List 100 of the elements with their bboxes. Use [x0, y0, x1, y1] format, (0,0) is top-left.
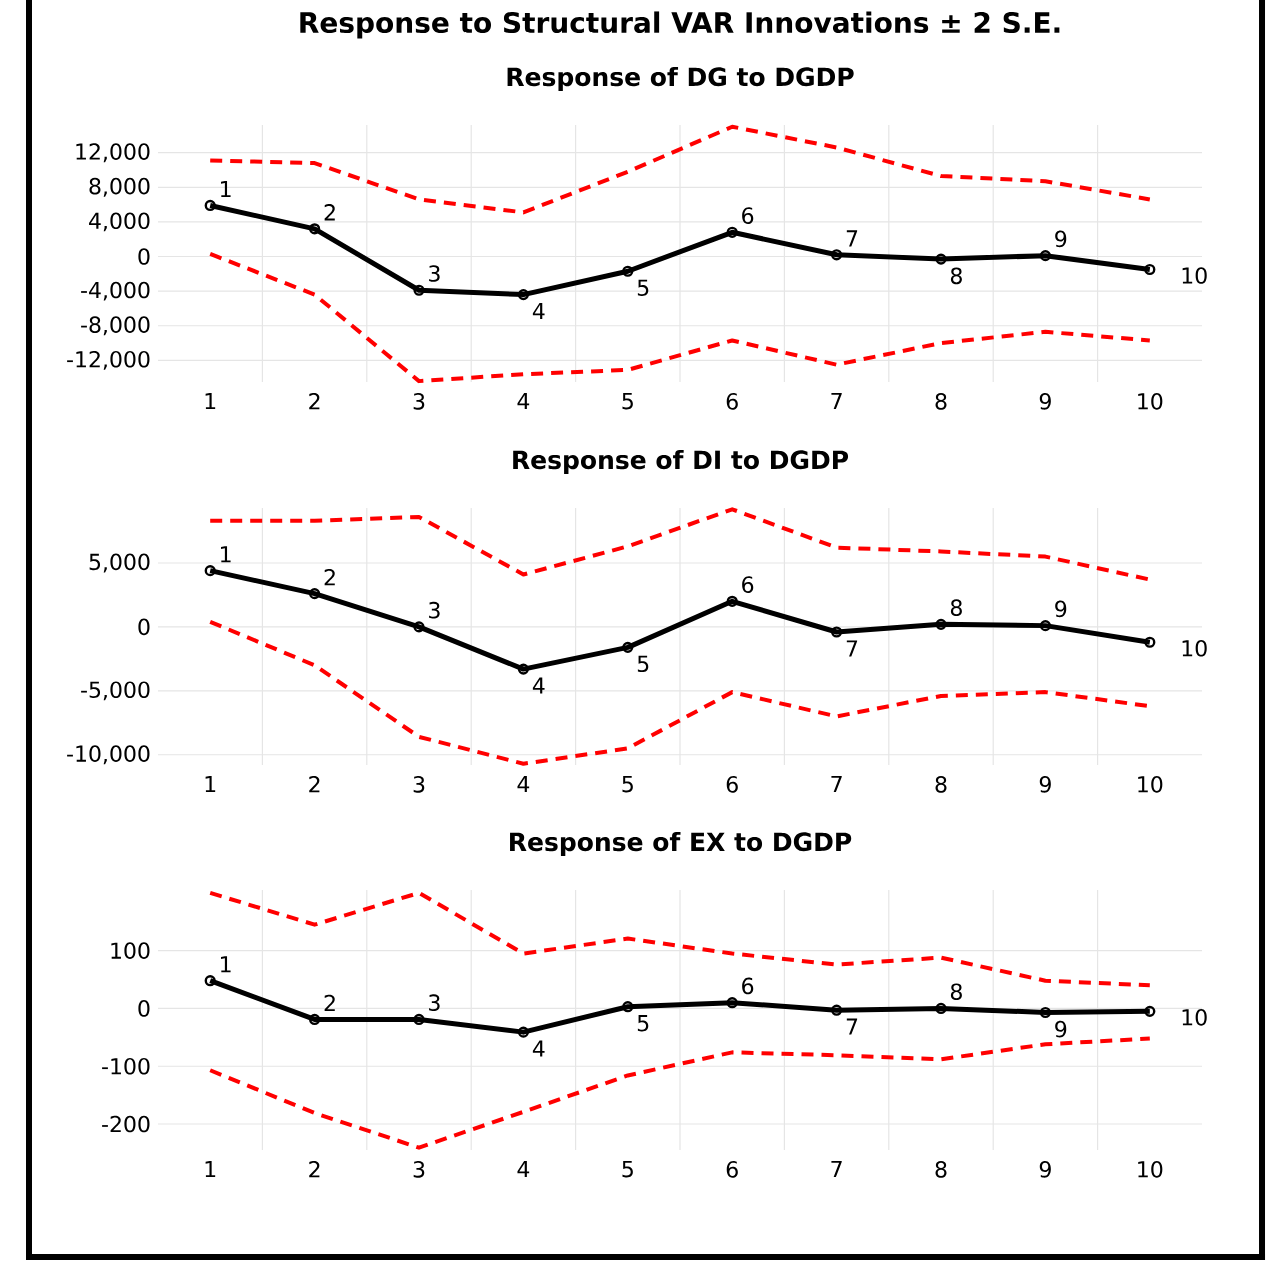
x-tick-label: 4	[517, 393, 530, 410]
point	[1039, 250, 1052, 262]
chart-title: Response of DI to DGDP	[513, 449, 849, 475]
x-tick-label: 2	[309, 1161, 320, 1178]
y-tick-label: -100	[102, 1057, 150, 1075]
annotation: 7	[846, 230, 858, 247]
annotation: 10	[1182, 639, 1207, 657]
x-tick-label: 8	[935, 393, 947, 410]
annotation: 2	[324, 568, 335, 586]
point	[1039, 1006, 1052, 1019]
point	[517, 289, 529, 301]
annotation: 1	[221, 546, 231, 563]
x-tick-label: 7	[831, 1161, 842, 1178]
annotation: 8	[950, 267, 962, 285]
annotation: 9	[1055, 230, 1067, 248]
y-tick-label: 0	[138, 618, 150, 636]
point	[204, 975, 216, 987]
line-series	[208, 251, 1152, 384]
annotation: 9	[1055, 1020, 1067, 1038]
y-tick-label: -4,000	[81, 281, 150, 301]
point	[935, 618, 947, 630]
x-tick-label: 3	[413, 393, 425, 410]
x-tick-label: 5	[622, 776, 633, 793]
point	[517, 1026, 529, 1038]
y-tick-label: -12,000	[67, 350, 150, 370]
annotation: 7	[846, 1018, 858, 1035]
chart-subtitle: Response of DG to DGDP	[507, 66, 854, 92]
point	[726, 595, 738, 607]
x-tick-label: 2	[309, 393, 320, 410]
annotation: 5	[637, 279, 649, 296]
y-tick-label: 5,000	[89, 553, 150, 573]
x-tick-label: 1	[205, 776, 216, 793]
x-tick-label: 3	[413, 1161, 425, 1178]
x-tick-label: 4	[517, 776, 530, 793]
line-series	[208, 1036, 1152, 1150]
y-tick-label: 4,000	[89, 212, 150, 232]
annotation: 6	[742, 576, 754, 593]
x-tick-label: 4	[517, 1161, 530, 1178]
point	[413, 621, 425, 633]
point	[622, 641, 634, 653]
y-tick-label: 100	[111, 942, 150, 959]
annotation: 6	[742, 977, 754, 995]
point	[309, 1013, 321, 1026]
x-tick-label: 10	[1138, 393, 1163, 410]
point	[1039, 620, 1052, 632]
x-tick-label: 9	[1039, 776, 1051, 793]
x-tick-label: 7	[831, 393, 842, 410]
point	[935, 1002, 947, 1015]
point	[1144, 636, 1156, 648]
y-tick-label: -200	[102, 1115, 150, 1133]
y-tick-label: -10,000	[67, 745, 150, 765]
annotation: 4	[532, 1040, 545, 1057]
point	[413, 1013, 425, 1026]
y-tick-label: 8,000	[89, 177, 150, 197]
x-tick-label: 10	[1138, 1161, 1163, 1178]
x-tick-label: 10	[1138, 776, 1163, 793]
x-tick-label: 5	[622, 393, 633, 410]
x-tick-label: 5	[622, 1161, 633, 1178]
annotation: 10	[1182, 267, 1207, 284]
annotation: 5	[637, 655, 649, 673]
y-tick-label: 0	[138, 1000, 150, 1017]
x-tick-label: 6	[726, 1161, 738, 1178]
point	[309, 588, 321, 600]
point	[204, 199, 216, 212]
chart-title: Response of EX to DGDP	[510, 831, 852, 857]
point	[831, 626, 843, 638]
point	[622, 265, 634, 277]
point	[413, 284, 425, 296]
point	[622, 1001, 634, 1013]
x-tick-label: 9	[1039, 1161, 1051, 1178]
annotation: 1	[221, 181, 231, 198]
annotation: 10	[1182, 1009, 1207, 1026]
y-tick-label: -8,000	[81, 316, 150, 336]
annotation: 3	[429, 601, 440, 619]
annotation: 8	[950, 983, 962, 1001]
annotation: 2	[324, 994, 335, 1012]
x-tick-label: 8	[935, 776, 947, 793]
annotation: 1	[221, 956, 231, 973]
y-tick-label: -5,000	[81, 681, 150, 701]
x-tick-label: 2	[309, 776, 320, 793]
chart-title: Response to Structural VAR Innovations ± 2 S.E.	[300, 11, 1060, 39]
x-tick-label: 6	[726, 393, 738, 410]
point	[204, 565, 216, 577]
y-tick-label: 12,000	[76, 143, 150, 163]
point	[517, 663, 529, 675]
x-tick-label: 6	[726, 776, 738, 793]
annotation: 2	[324, 204, 335, 221]
point	[309, 223, 321, 235]
y-tick-label: 0	[138, 248, 150, 265]
annotation: 4	[532, 677, 545, 694]
x-tick-label: 3	[413, 776, 425, 793]
point	[831, 249, 843, 261]
annotation: 4	[532, 303, 545, 320]
x-tick-label: 7	[831, 776, 842, 793]
x-tick-label: 8	[935, 1161, 947, 1178]
point	[935, 253, 947, 265]
annotation: 9	[1055, 600, 1067, 618]
annotation: 6	[742, 207, 754, 224]
point	[1144, 1005, 1156, 1017]
x-tick-label: 9	[1039, 393, 1051, 410]
